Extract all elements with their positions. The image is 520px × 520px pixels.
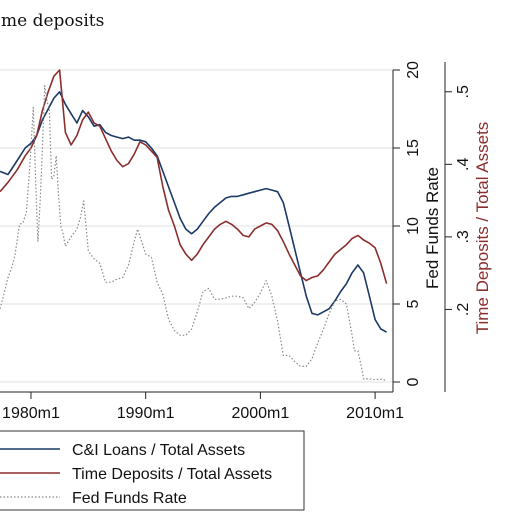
chart-title: me deposits [1, 11, 104, 31]
x-tick-label: 1980m1 [2, 405, 60, 422]
series-layer [0, 69, 388, 381]
left-y-tick-label: 20 [405, 61, 422, 79]
legend-label: Fed Funds Rate [72, 490, 187, 507]
left-y-tick-label: 0 [405, 377, 422, 386]
gridlines [0, 69, 393, 383]
left-y-tick-label: 10 [405, 217, 422, 235]
left-y-tick-label: 5 [405, 299, 422, 308]
legend-box [0, 430, 305, 511]
legend-label: C&I Loans / Total Assets [72, 442, 245, 459]
x-tick-label: 2000m1 [231, 405, 289, 422]
right-y-tick-label: .3 [455, 230, 472, 243]
series-line-fed-funds [0, 84, 387, 381]
series-line-time-deposits [0, 69, 388, 284]
legend: C&I Loans / Total Assets Time Deposits / … [0, 430, 305, 511]
right-y-tick-label: .4 [455, 158, 472, 171]
right-y-tick-label: .5 [455, 85, 472, 98]
left-y-tick-label: 15 [405, 139, 422, 157]
left-y-axis-ticks: 0 5 10 15 20 [393, 61, 422, 386]
right-y-tick-label: .2 [455, 303, 472, 316]
x-tick-label: 1990m1 [117, 405, 175, 422]
series-line-ci-loans [0, 91, 387, 333]
right-y-axis-label: Time Deposits / Total Assets [473, 122, 492, 335]
left-y-axis-label: Fed Funds Rate [423, 167, 442, 289]
right-y-axis-ticks: .2 .3 .4 .5 [445, 85, 472, 316]
x-axis-ticks: 1980m1 1990m1 2000m1 2010m1 [2, 392, 404, 422]
legend-label: Time Deposits / Total Assets [72, 466, 272, 483]
x-tick-label: 2010m1 [346, 405, 404, 422]
